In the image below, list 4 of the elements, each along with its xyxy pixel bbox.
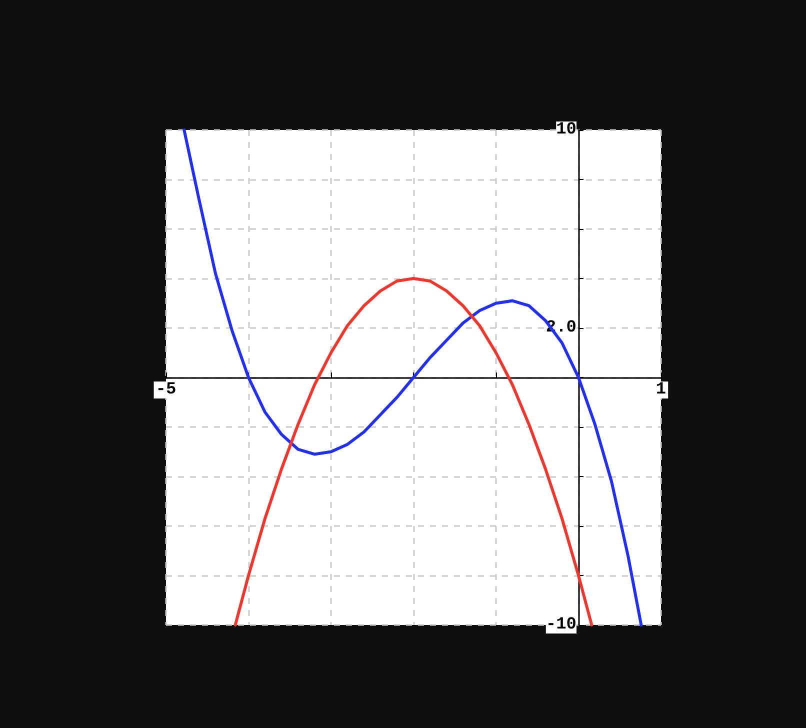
y-tick-label: -10	[546, 616, 576, 634]
x-tick-label: 1	[656, 380, 666, 400]
y-tick-label: 10	[556, 120, 576, 140]
x-tick-label: -5	[156, 380, 176, 400]
